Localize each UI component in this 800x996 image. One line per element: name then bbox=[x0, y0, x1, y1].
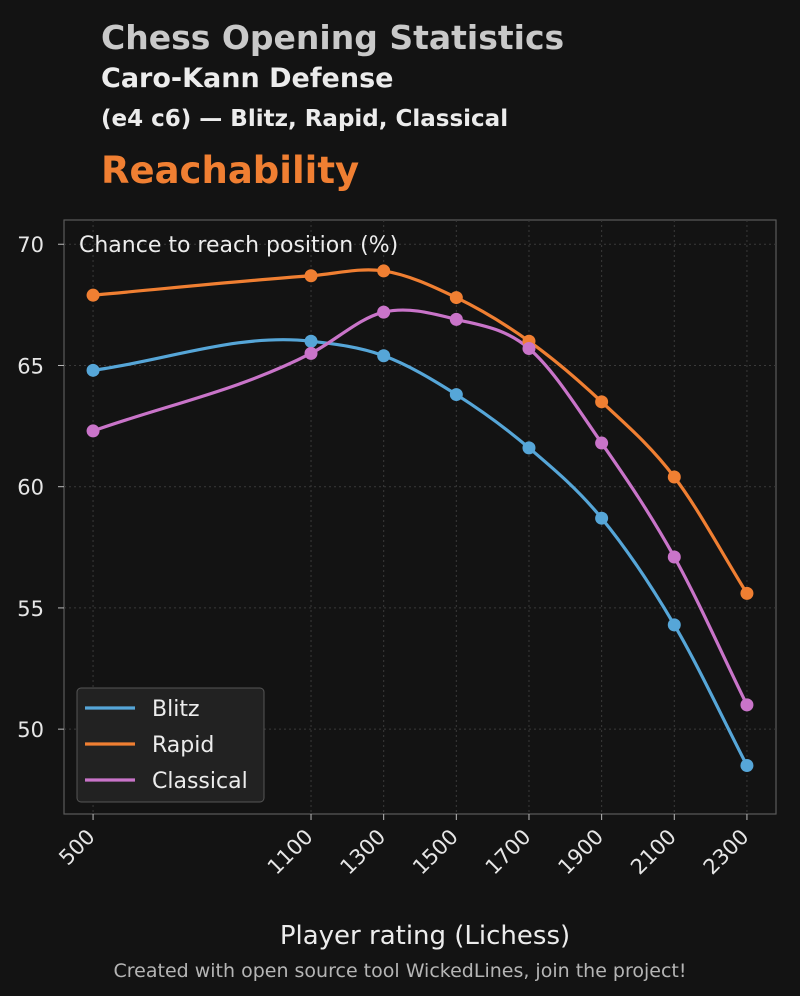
data-point-classical bbox=[595, 436, 609, 450]
opening-moves-subtitle: (e4 c6) — Blitz, Rapid, Classical bbox=[101, 106, 509, 132]
y-axis: 50 55 60 65 70 bbox=[17, 233, 64, 742]
x-tick-label: 1700 bbox=[481, 825, 536, 880]
data-point-rapid bbox=[377, 264, 391, 278]
y-tick-label: 55 bbox=[17, 597, 44, 621]
chart-title: Chess Opening Statistics bbox=[101, 18, 565, 57]
metric-title: Reachability bbox=[101, 149, 360, 192]
legend-label-rapid: Rapid bbox=[152, 733, 214, 758]
legend: Blitz Rapid Classical bbox=[76, 687, 265, 803]
legend-box bbox=[76, 687, 265, 803]
data-point-blitz bbox=[449, 388, 463, 402]
data-point-rapid bbox=[740, 586, 754, 600]
y-tick-label: 50 bbox=[17, 718, 44, 742]
x-tick-label: 2100 bbox=[626, 825, 681, 880]
data-point-classical bbox=[667, 550, 681, 564]
x-tick-label: 1500 bbox=[408, 825, 463, 880]
data-point-blitz bbox=[522, 441, 536, 455]
data-point-classical bbox=[377, 305, 391, 319]
data-point-classical bbox=[522, 341, 536, 355]
x-tick-label: 1900 bbox=[553, 825, 608, 880]
data-point-blitz bbox=[304, 334, 318, 348]
y-tick-label: 65 bbox=[17, 354, 44, 378]
legend-label-classical: Classical bbox=[152, 769, 248, 794]
x-tick-label: 1100 bbox=[263, 825, 318, 880]
y-tick-label: 70 bbox=[17, 233, 44, 257]
data-point-blitz bbox=[377, 349, 391, 363]
data-point-classical bbox=[304, 346, 318, 360]
data-point-classical bbox=[449, 312, 463, 326]
x-axis-label: Player rating (Lichess) bbox=[280, 921, 570, 951]
data-point-blitz bbox=[740, 759, 754, 773]
data-point-rapid bbox=[449, 291, 463, 305]
footer-note: Created with open source tool WickedLine… bbox=[113, 960, 687, 982]
x-tick-label: 1300 bbox=[335, 825, 390, 880]
data-point-blitz bbox=[86, 363, 100, 377]
opening-name: Caro-Kann Defense bbox=[101, 63, 394, 94]
annotation-label: Chance to reach position (%) bbox=[79, 233, 398, 258]
x-tick-label: 2300 bbox=[699, 825, 754, 880]
data-point-rapid bbox=[595, 395, 609, 409]
x-tick-label: 500 bbox=[54, 825, 99, 870]
data-points bbox=[86, 264, 754, 773]
data-point-rapid bbox=[667, 470, 681, 484]
x-axis: 500 1100 1300 1500 1700 1900 2100 2300 bbox=[54, 814, 753, 879]
data-point-classical bbox=[86, 424, 100, 438]
data-point-blitz bbox=[595, 511, 609, 525]
legend-label-blitz: Blitz bbox=[152, 697, 200, 722]
data-point-rapid bbox=[86, 288, 100, 302]
data-point-rapid bbox=[304, 269, 318, 283]
y-tick-label: 60 bbox=[17, 476, 44, 500]
data-point-blitz bbox=[667, 618, 681, 632]
data-point-classical bbox=[740, 698, 754, 712]
